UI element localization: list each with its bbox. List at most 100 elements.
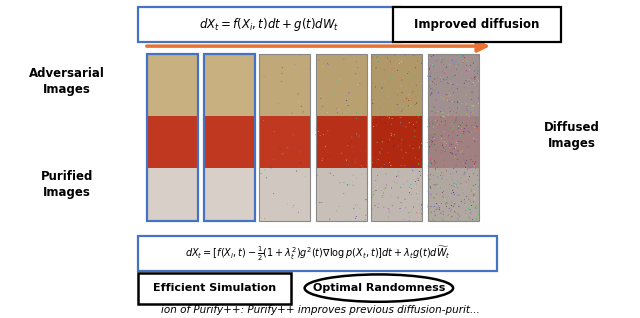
- Point: [372, 184, 382, 190]
- Point: [450, 60, 460, 65]
- Point: [427, 109, 437, 114]
- Point: [436, 79, 446, 84]
- Point: [430, 213, 440, 218]
- Point: [463, 72, 474, 77]
- Point: [471, 116, 481, 121]
- Point: [397, 155, 408, 160]
- Point: [287, 111, 298, 116]
- Point: [423, 208, 433, 213]
- Point: [431, 148, 441, 153]
- Point: [442, 128, 452, 133]
- Point: [464, 79, 474, 84]
- Point: [397, 107, 407, 112]
- Point: [424, 121, 435, 126]
- Point: [412, 197, 422, 202]
- Point: [444, 99, 454, 104]
- Point: [424, 153, 434, 158]
- Point: [369, 192, 379, 197]
- Point: [429, 182, 439, 187]
- Point: [456, 71, 467, 76]
- Point: [283, 145, 293, 150]
- Point: [469, 77, 479, 82]
- Point: [323, 110, 333, 115]
- Point: [451, 152, 461, 157]
- Point: [444, 133, 454, 138]
- Point: [426, 54, 436, 59]
- Point: [461, 123, 472, 128]
- Point: [369, 115, 379, 120]
- Point: [383, 138, 393, 143]
- Point: [392, 129, 402, 135]
- Point: [463, 144, 473, 149]
- Point: [387, 76, 397, 81]
- Point: [356, 163, 367, 168]
- Point: [473, 95, 483, 100]
- Point: [433, 173, 444, 178]
- Point: [470, 205, 481, 211]
- Point: [465, 63, 476, 68]
- Point: [435, 172, 445, 177]
- Point: [386, 163, 396, 168]
- Point: [403, 103, 413, 108]
- Point: [332, 110, 342, 115]
- Point: [428, 139, 438, 144]
- Point: [474, 117, 484, 122]
- Point: [413, 162, 424, 167]
- Point: [437, 162, 447, 167]
- Text: $dX_t = [f(X_i,t) - \frac{1}{2}(1+\lambda_t^2)g^2(t)\nabla\log p(X_t,t)]dt + \la: $dX_t = [f(X_i,t) - \frac{1}{2}(1+\lambd…: [184, 244, 451, 263]
- Point: [469, 192, 479, 197]
- Bar: [371, 168, 422, 221]
- Point: [463, 177, 474, 182]
- Point: [462, 108, 472, 113]
- Point: [428, 175, 438, 180]
- Point: [426, 91, 436, 96]
- Point: [316, 96, 326, 101]
- Point: [465, 202, 475, 207]
- Point: [383, 114, 393, 119]
- Point: [451, 203, 461, 208]
- Point: [470, 74, 480, 80]
- Point: [447, 188, 458, 193]
- Point: [461, 93, 471, 98]
- Point: [398, 136, 408, 141]
- Point: [463, 196, 474, 201]
- Point: [432, 182, 442, 187]
- Point: [465, 183, 475, 189]
- Point: [399, 182, 409, 187]
- Point: [453, 149, 463, 154]
- Point: [471, 123, 481, 128]
- FancyBboxPatch shape: [138, 7, 401, 42]
- Bar: [428, 116, 479, 168]
- Point: [440, 59, 451, 65]
- Point: [384, 178, 394, 183]
- Point: [367, 101, 378, 106]
- Point: [468, 136, 479, 141]
- Point: [467, 129, 477, 134]
- Point: [426, 64, 436, 69]
- Point: [452, 86, 462, 91]
- Point: [448, 61, 458, 66]
- Point: [465, 147, 475, 152]
- Point: [408, 204, 419, 210]
- Point: [433, 81, 443, 86]
- Point: [369, 136, 379, 141]
- Point: [343, 216, 353, 221]
- Point: [370, 203, 380, 208]
- Point: [456, 134, 466, 139]
- Point: [353, 65, 363, 70]
- Point: [394, 195, 404, 200]
- Point: [468, 124, 478, 129]
- Point: [361, 197, 371, 202]
- Point: [449, 124, 459, 129]
- Point: [406, 209, 417, 214]
- Point: [429, 130, 440, 135]
- Point: [451, 52, 461, 57]
- Point: [379, 79, 389, 84]
- Point: [401, 106, 412, 111]
- Point: [428, 150, 438, 155]
- Point: [461, 68, 472, 73]
- Point: [314, 58, 324, 63]
- Point: [426, 194, 436, 199]
- Point: [468, 193, 479, 198]
- Point: [404, 218, 415, 224]
